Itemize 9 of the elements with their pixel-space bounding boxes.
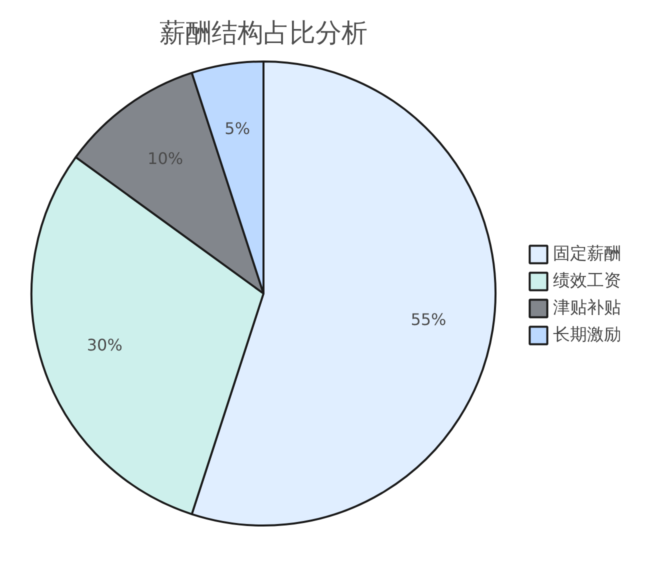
data-label: 5% xyxy=(224,119,250,138)
legend-label: 津贴补贴 xyxy=(553,297,621,319)
legend-label: 绩效工资 xyxy=(553,270,621,292)
chart-title: 薪酬结构占比分析 xyxy=(160,18,368,48)
data-label: 30% xyxy=(86,336,122,355)
data-label: 10% xyxy=(148,148,184,168)
legend-label: 固定薪酬 xyxy=(553,243,621,265)
data-label: 55% xyxy=(410,310,446,330)
legend-label: 长期激励 xyxy=(553,324,621,346)
